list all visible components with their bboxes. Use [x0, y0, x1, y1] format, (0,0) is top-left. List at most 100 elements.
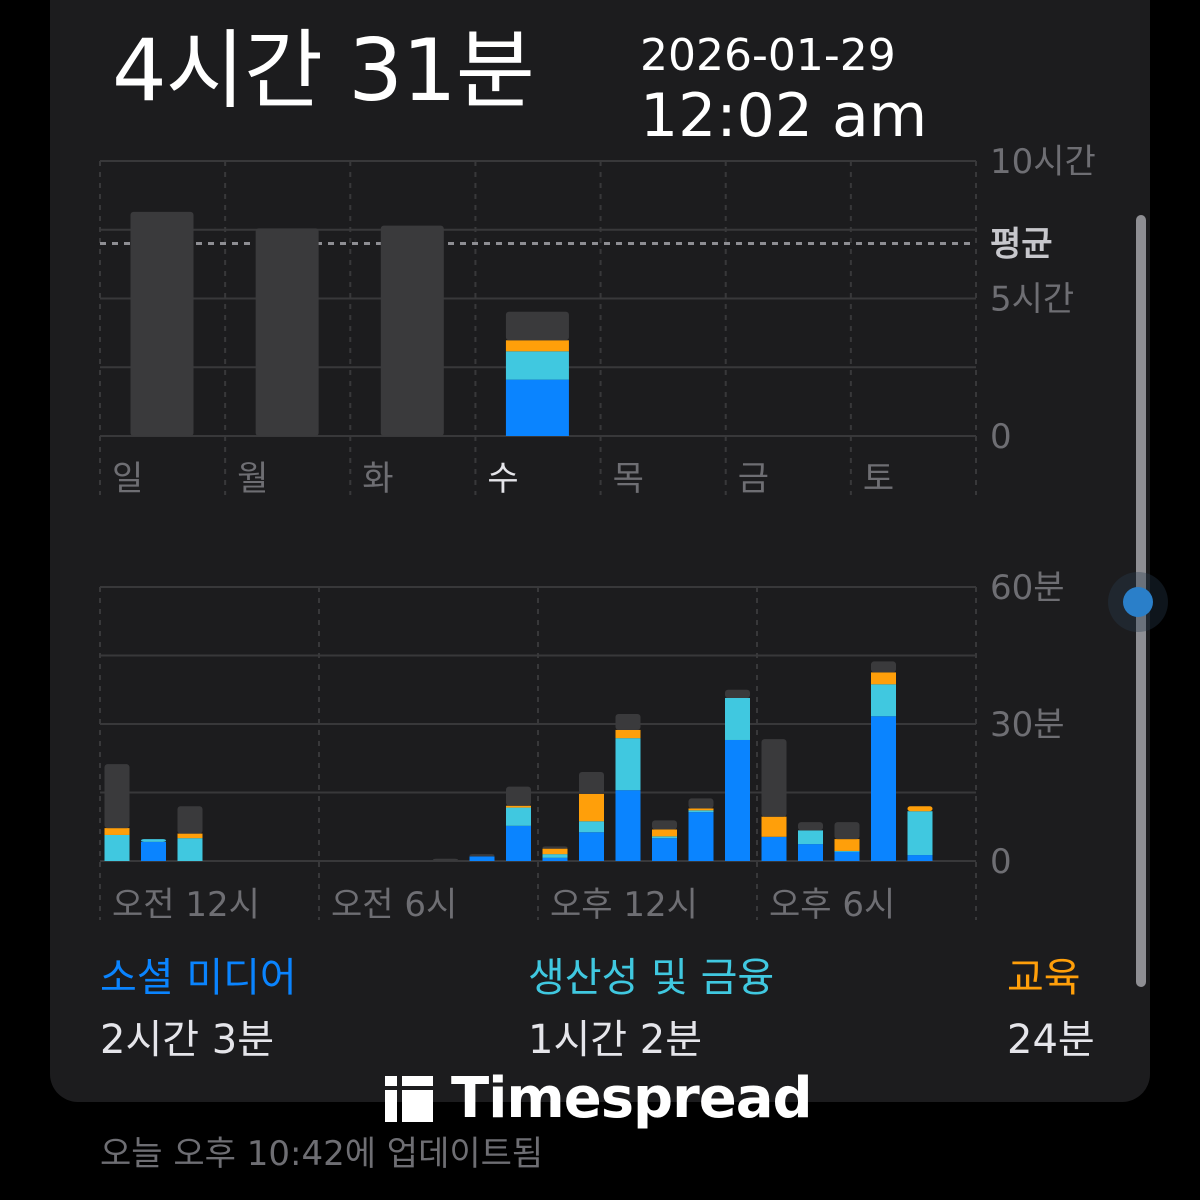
- hourly-bar-1-productivity: [141, 839, 166, 842]
- legend-productivity-name: 생산성 및 금융: [528, 955, 775, 1001]
- hourly-bar-22-social: [907, 855, 933, 861]
- hourly-bar-18-education: [761, 816, 787, 837]
- hourly-bar-14-other: [615, 713, 641, 730]
- hourly-bar-9-other: [433, 858, 458, 861]
- hourly-bar-13-productivity: [579, 821, 604, 833]
- hourly-bar-14-education: [615, 729, 641, 739]
- legend-education[interactable]: 교육 24분: [1007, 958, 1095, 1060]
- overlay-date: 2026-01-29: [640, 30, 896, 81]
- legend-productivity[interactable]: 생산성 및 금융 1시간 2분: [528, 958, 774, 1060]
- hourly-bar-20-education: [834, 839, 860, 851]
- hourly-bar-1-social: [141, 841, 166, 861]
- hourly-bar-11-productivity: [506, 807, 531, 826]
- hourly-bar-15-education: [652, 829, 677, 837]
- timespread-logo-icon: [385, 1076, 433, 1122]
- hourly-bar-0-other: [104, 764, 130, 829]
- hourly-bar-18-social: [761, 836, 787, 861]
- weekly-y-tick: 10시간: [990, 142, 1096, 182]
- hourly-bar-21-other: [871, 661, 896, 673]
- watermark: Timespread: [385, 1066, 813, 1131]
- weekly-day-label: 금: [738, 459, 769, 499]
- hourly-bar-19-social: [798, 844, 823, 861]
- hourly-bar-10-social: [469, 856, 495, 861]
- hourly-bar-20-social: [834, 851, 860, 861]
- weekly-bar-3-other: [505, 311, 569, 341]
- hourly-bar-12-education: [542, 848, 568, 855]
- hourly-bar-15-other: [652, 820, 677, 830]
- weekly-bar-3-social: [505, 379, 569, 436]
- hourly-bar-11-social: [506, 825, 531, 861]
- hourly-bar-17-other: [725, 689, 750, 698]
- hourly-chart: 60분 30분 0 오전 12시 오전 6시 오후 12시 오후 6시: [99, 568, 1065, 925]
- hourly-bar-15-social: [652, 838, 677, 861]
- weekly-y-tick: 0: [990, 417, 1012, 457]
- hourly-bar-20-productivity: [834, 850, 860, 852]
- usage-charts: 10시간 5시간 0 평균일 월 화 수 목 금 토 60분 30분 0 오전 12시 오전 6시 오후 1…: [99, 142, 1096, 925]
- average-label: 평균: [990, 225, 1053, 265]
- scroll-indicator-dot[interactable]: [1108, 572, 1168, 632]
- weekly-day-label: 월: [237, 459, 268, 499]
- hourly-bar-21-productivity: [871, 684, 896, 717]
- hourly-bar-0-education: [104, 828, 130, 835]
- weekly-day-label: 목: [613, 459, 644, 499]
- hourly-bar-0-productivity: [104, 834, 130, 861]
- hourly-x-tick: 오전 6시: [331, 885, 457, 925]
- hourly-x-tick: 오후 12시: [550, 885, 698, 925]
- legend-productivity-value: 1시간 2분: [528, 1017, 703, 1063]
- hourly-bar-12-other: [542, 846, 568, 849]
- weekly-bar-3-education: [505, 340, 569, 352]
- hourly-bar-17-social: [725, 739, 750, 861]
- hourly-bar-14-productivity: [615, 738, 641, 791]
- hourly-x-tick: 오전 12시: [112, 885, 260, 925]
- total-screen-time: 4시간 31분: [112, 21, 535, 121]
- hourly-bar-2-productivity: [177, 838, 203, 861]
- hourly-bar-12-productivity: [542, 854, 568, 858]
- weekly-day-label: 수: [487, 459, 518, 499]
- hourly-bar-13-other: [579, 771, 604, 794]
- hourly-bar-18-other: [761, 739, 787, 817]
- legend-education-name: 교육: [1007, 955, 1081, 1001]
- hourly-bar-13-social: [579, 832, 604, 861]
- hourly-bar-19-productivity: [798, 830, 823, 845]
- weekly-bar-3-productivity: [505, 351, 569, 380]
- weekly-bar-2-other: [380, 225, 444, 436]
- legend-social-value: 2시간 3분: [100, 1017, 275, 1063]
- hourly-bar-21-social: [871, 716, 896, 861]
- hourly-bar-21-education: [871, 672, 896, 685]
- hourly-bar-14-social: [615, 790, 641, 861]
- hourly-bar-16-other: [688, 798, 714, 809]
- hourly-bar-11-other: [506, 786, 531, 806]
- hourly-bar-22-education: [907, 806, 933, 812]
- weekly-y-tick: 5시간: [990, 280, 1074, 320]
- weekly-chart: 10시간 5시간 0 평균일 월 화 수 목 금 토: [99, 142, 1096, 499]
- hourly-bar-10-other: [469, 854, 495, 857]
- weekly-day-label: 화: [362, 459, 393, 499]
- hourly-y-tick: 60분: [990, 568, 1065, 608]
- hourly-x-tick: 오후 6시: [769, 885, 895, 925]
- weekly-bar-0-other: [130, 211, 194, 436]
- hourly-y-tick: 30분: [990, 705, 1065, 745]
- legend-social[interactable]: 소셜 미디어 2시간 3분: [100, 958, 297, 1060]
- hourly-bar-2-education: [177, 833, 203, 839]
- hourly-bar-2-other: [177, 806, 203, 834]
- last-updated-text: 오늘 오후 10:42에 업데이트됨: [100, 1134, 544, 1174]
- hourly-bar-17-productivity: [725, 697, 750, 740]
- watermark-text: Timespread: [451, 1066, 813, 1131]
- hourly-bar-16-education: [688, 808, 714, 811]
- weekly-day-label: 토: [863, 459, 894, 499]
- legend-education-value: 24분: [1007, 1017, 1095, 1063]
- weekly-bar-1-other: [255, 228, 319, 436]
- hourly-bar-16-productivity: [688, 810, 714, 813]
- legend-social-name: 소셜 미디어: [100, 955, 297, 1001]
- hourly-bar-11-education: [506, 805, 531, 808]
- hourly-bar-22-productivity: [907, 811, 933, 856]
- hourly-y-tick: 0: [990, 842, 1012, 882]
- hourly-bar-13-education: [579, 793, 604, 822]
- overlay-time: 12:02 am: [640, 81, 928, 151]
- hourly-bar-12-social: [542, 857, 568, 861]
- hourly-bar-16-social: [688, 812, 714, 861]
- hourly-bar-15-productivity: [652, 836, 677, 839]
- hourly-bar-20-other: [834, 822, 860, 840]
- weekly-day-label: 일: [112, 459, 143, 499]
- hourly-bar-19-other: [798, 822, 823, 831]
